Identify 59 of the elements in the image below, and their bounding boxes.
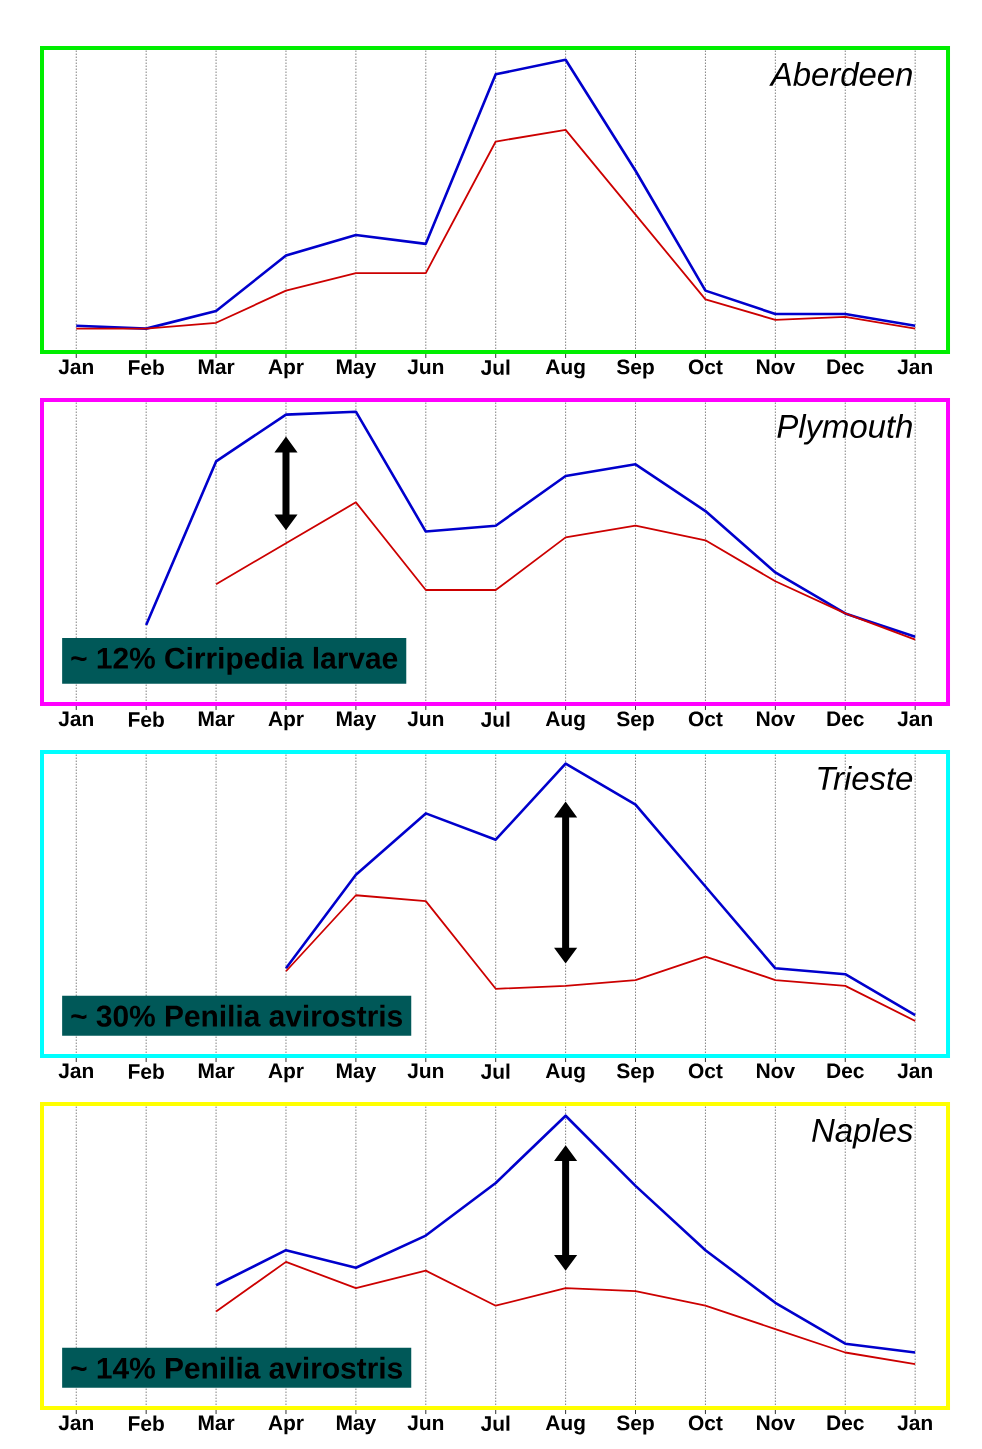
x-tick-label: Apr [268, 1415, 304, 1435]
x-tick-label: Aug [545, 1063, 585, 1083]
x-tick-label: Aug [545, 359, 585, 379]
x-tick-label: Nov [756, 711, 796, 727]
x-tick-label: May [336, 711, 377, 731]
annotation: ~ 12% Cirripedia larvae [71, 646, 398, 675]
x-tick-label: Jan [58, 711, 93, 727]
x-tick-label: Jun [407, 1415, 444, 1431]
x-tick-label: Aug [545, 1415, 585, 1435]
x-tick-label: Jan [58, 1063, 93, 1079]
chart-title: Trieste [818, 765, 913, 791]
x-tick-label: Oct [688, 711, 723, 727]
x-tick-label: Jun [407, 1063, 444, 1079]
x-tick-label: Feb [128, 359, 164, 375]
x-tick-label: Dec [827, 359, 864, 375]
x-tick-label: Nov [756, 1415, 796, 1431]
x-tick-label: Apr [268, 359, 304, 379]
x-tick-label: Dec [827, 711, 864, 727]
x-tick-label: Oct [688, 359, 723, 375]
x-tick-label: May [336, 359, 377, 379]
x-tick-label: Mar [198, 1063, 235, 1079]
x-tick-label: Jan [897, 1415, 932, 1431]
x-tick-label: Oct [688, 1063, 723, 1079]
x-tick-label: Dec [827, 1415, 864, 1431]
annotation: ~ 14% Penilia avirostris [71, 1356, 402, 1379]
x-tick-label: Apr [268, 711, 304, 731]
x-tick-label: Mar [198, 1415, 235, 1431]
x-tick-label: Feb [128, 1063, 164, 1079]
x-tick-label: Mar [198, 711, 235, 727]
x-tick-label: Feb [128, 1415, 164, 1431]
x-tick-label: May [336, 1415, 377, 1435]
x-tick-label: Apr [268, 1063, 304, 1083]
x-tick-label: Jul [480, 1063, 510, 1079]
x-tick-label: Jan [897, 1063, 932, 1079]
x-tick-label: Dec [827, 1063, 864, 1079]
x-tick-label: Sep [616, 1415, 654, 1435]
x-tick-label: Feb [128, 711, 164, 727]
x-tick-label: Aug [545, 711, 585, 731]
x-tick-label: Jan [58, 1415, 93, 1431]
x-tick-label: Jul [480, 359, 510, 375]
x-tick-label: Sep [616, 1063, 654, 1083]
x-tick-label: Jan [897, 711, 932, 727]
chart-title: Aberdeen [769, 61, 912, 87]
chart-title: Naples [812, 1117, 913, 1149]
x-tick-label: Jan [58, 359, 93, 375]
x-tick-label: Jun [407, 359, 444, 375]
x-tick-label: Sep [616, 711, 654, 731]
annotation: ~ 30% Penilia avirostris [71, 1004, 402, 1027]
x-tick-label: Jan [897, 359, 932, 375]
x-tick-label: Nov [756, 359, 796, 375]
x-tick-label: Jul [480, 1415, 510, 1431]
chart-title: Plymouth [777, 413, 912, 445]
x-tick-label: Mar [198, 359, 235, 375]
x-tick-label: Nov [756, 1063, 796, 1079]
x-tick-label: Oct [688, 1415, 723, 1431]
x-tick-label: Sep [616, 359, 654, 379]
x-tick-label: May [336, 1063, 377, 1083]
x-tick-label: Jul [480, 711, 510, 727]
x-tick-label: Jun [407, 711, 444, 727]
